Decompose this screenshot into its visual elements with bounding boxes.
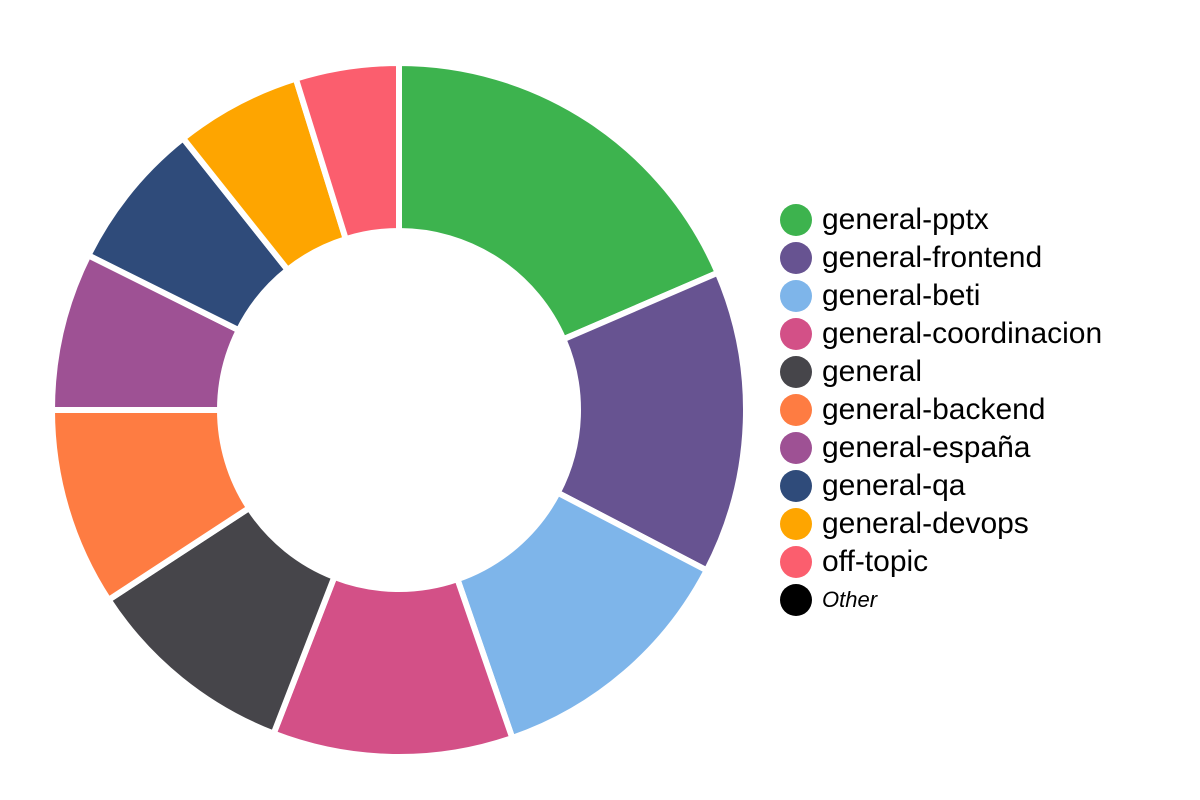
legend-label: general-backend [822, 393, 1046, 426]
legend-item: general [780, 353, 1102, 391]
legend-label: off-topic [822, 545, 929, 578]
legend-item: Other [780, 581, 1102, 619]
legend-swatch [780, 546, 812, 578]
legend-swatch [780, 242, 812, 274]
legend-item: general-españa [780, 429, 1102, 467]
legend-label: general-beti [822, 279, 981, 312]
legend-label: general-españa [822, 431, 1031, 464]
donut-slices [48, 59, 749, 760]
legend-label: general-devops [822, 507, 1029, 540]
legend-label: Other [822, 587, 878, 612]
slice-general-frontend [553, 268, 749, 575]
legend-item: general-frontend [780, 239, 1102, 277]
legend-item: general-beti [780, 277, 1102, 315]
legend-label: general-pptx [822, 203, 989, 236]
legend-swatch [780, 470, 812, 502]
legend-swatch [780, 432, 812, 464]
slice-off-topic [292, 59, 402, 243]
legend-label: general-coordinacion [822, 317, 1103, 350]
legend-item: general-devops [780, 505, 1102, 543]
legend-item: off-topic [780, 543, 1102, 581]
legend-swatch [780, 584, 812, 616]
legend-label: general-frontend [822, 241, 1043, 274]
legend-item: general-backend [780, 391, 1102, 429]
chart-legend: general-pptx general-frontend general-beti… [780, 201, 1102, 619]
legend-label: general-qa [822, 469, 966, 502]
legend-swatch [780, 318, 812, 350]
legend-swatch [780, 356, 812, 388]
legend-swatch [780, 394, 812, 426]
legend-item: general-pptx [780, 201, 1102, 239]
legend-label: general [822, 355, 923, 388]
legend-item: general-qa [780, 467, 1102, 505]
slice-general-pptx [396, 59, 722, 344]
legend-item: general-coordinacion [780, 315, 1102, 353]
legend-swatch [780, 204, 812, 236]
legend-swatch [780, 508, 812, 540]
legend-swatch [780, 280, 812, 312]
